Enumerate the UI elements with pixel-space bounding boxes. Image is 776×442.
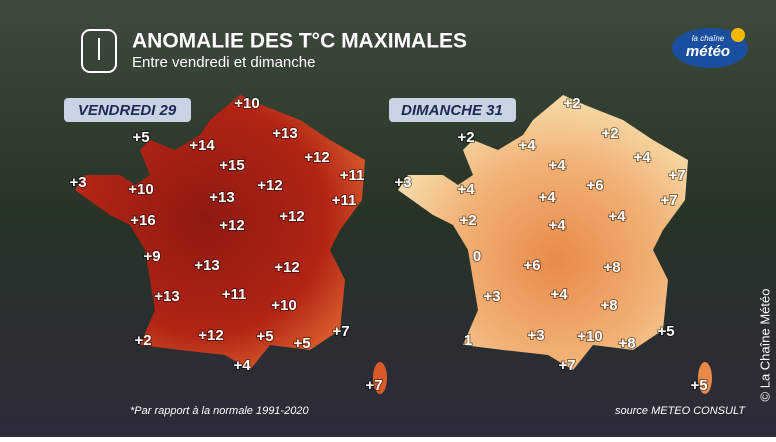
anomaly-label: +3 [483,288,500,305]
anomaly-label: +4 [548,157,566,174]
thermometer-icon [81,29,117,73]
anomaly-label: +4 [538,189,556,206]
anomaly-label: +8 [600,297,617,314]
anomaly-label: +8 [603,259,620,276]
panel-label: VENDREDI 29 [78,102,177,119]
anomaly-label: +13 [194,257,219,274]
anomaly-label: +12 [257,177,282,194]
anomaly-label: +11 [332,192,357,209]
anomaly-label: +4 [633,149,651,166]
anomaly-label: +7 [558,357,575,374]
title: ANOMALIE DES T°C MAXIMALES [132,30,467,53]
anomaly-label: +6 [586,177,603,194]
anomaly-label: +7 [660,192,677,209]
anomaly-label: +11 [340,167,365,184]
subtitle: Entre vendredi et dimanche [132,54,315,71]
anomaly-label: +3 [69,174,86,191]
anomaly-label: +2 [459,212,476,229]
anomaly-label: +7 [332,323,349,340]
anomaly-label: +6 [523,257,540,274]
anomaly-label: +12 [274,259,299,276]
panel-label-bg [389,98,516,122]
footnote: *Par rapport à la normale 1991-2020 [130,405,309,417]
anomaly-label: +4 [608,208,626,225]
anomaly-label: +3 [394,174,411,191]
anomaly-label: +13 [209,189,234,206]
source: source METEO CONSULT [615,405,746,417]
anomaly-label: +12 [279,208,304,225]
anomaly-label: +7 [668,167,685,184]
copyright: © La Chaîne Météo [757,289,772,402]
anomaly-label: +5 [293,335,310,352]
logo-sun [731,28,745,42]
anomaly-label: +2 [601,125,618,142]
logo-text: la chaîne [692,34,725,43]
anomaly-label: +7 [365,377,382,394]
anomaly-label: +2 [563,95,580,112]
logo [672,28,748,68]
anomaly-label: +4 [548,217,566,234]
anomaly-label: +5 [690,377,707,394]
anomaly-label: +2 [457,129,474,146]
anomaly-label: +8 [618,335,635,352]
anomaly-label: +9 [143,248,160,265]
anomaly-label: +12 [304,149,329,166]
anomaly-label: +4 [233,357,251,374]
panel-label-bg [64,98,191,122]
logo-text: météo [686,43,730,60]
anomaly-label: +10 [234,95,259,112]
anomaly-label: +12 [198,327,223,344]
corsica-map [373,362,387,394]
anomaly-label: 0 [473,248,481,265]
panel-label: DIMANCHE 31 [401,102,503,119]
anomaly-label: +4 [550,286,568,303]
anomaly-label: +10 [128,181,153,198]
anomaly-label: +4 [518,137,536,154]
corsica-map [698,362,712,394]
anomaly-label: +2 [134,332,151,349]
anomaly-label: +12 [219,217,244,234]
anomaly-label: +5 [132,129,149,146]
anomaly-label: +5 [256,328,273,345]
anomaly-label: +3 [527,327,544,344]
anomaly-label: +4 [457,181,475,198]
anomaly-label: +15 [219,157,244,174]
anomaly-label: +10 [577,328,602,345]
anomaly-label: +11 [222,286,247,303]
anomaly-label: +13 [154,288,179,305]
anomaly-label: +10 [271,297,296,314]
anomaly-label: 1 [464,332,472,349]
anomaly-label: +13 [272,125,297,142]
anomaly-label: +16 [130,212,155,229]
anomaly-label: +14 [189,137,215,154]
anomaly-label: +5 [657,323,674,340]
